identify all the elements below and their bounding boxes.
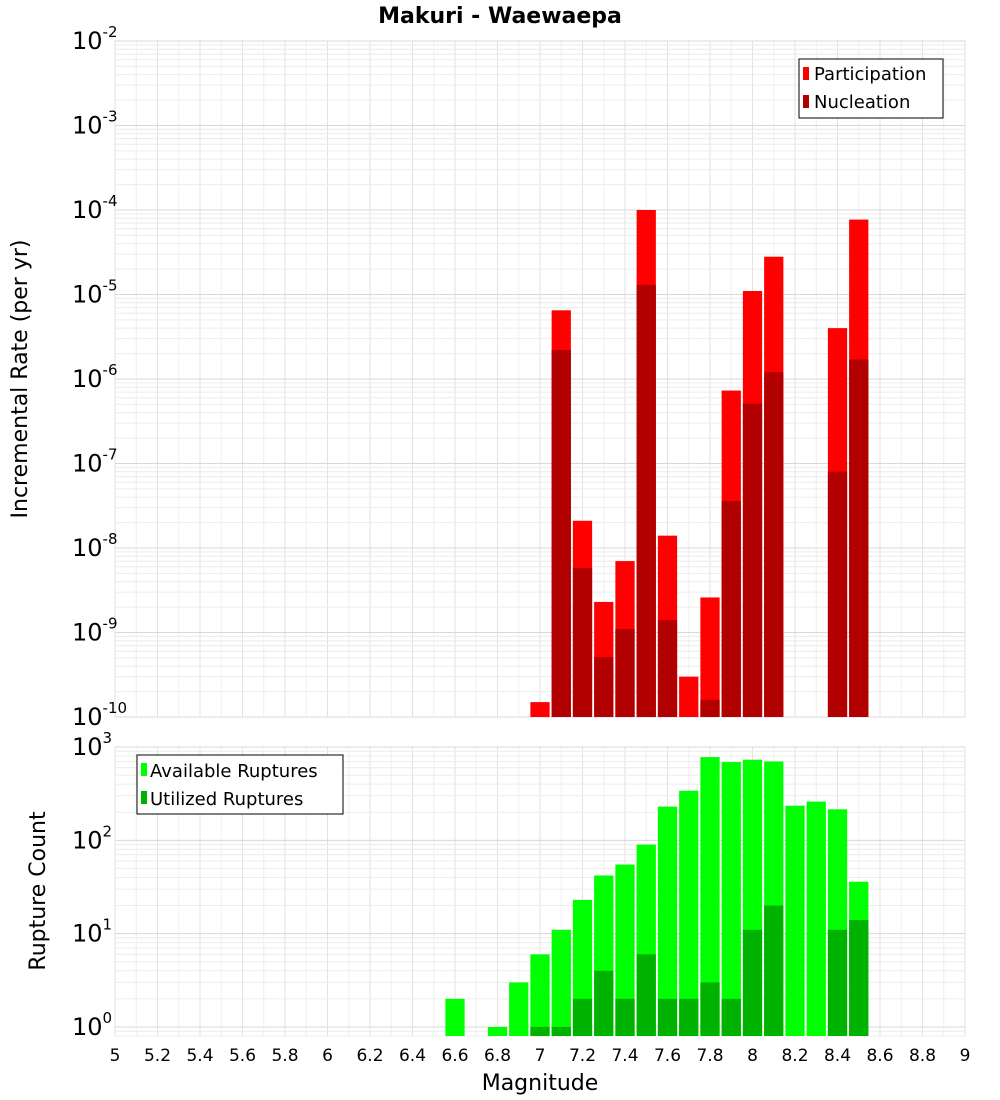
rate-y-tick-label: 10-4 xyxy=(72,192,118,224)
count-y-tick-label: 103 xyxy=(72,729,112,761)
x-tick-label: 9 xyxy=(960,1046,971,1066)
rate-panel-bars xyxy=(530,210,869,717)
x-axis-label: Magnitude xyxy=(482,1071,599,1096)
count-bar-utilized-7.5 xyxy=(636,954,656,1036)
count-legend: Available Ruptures Utilized Ruptures xyxy=(136,754,344,815)
chart-title: Makuri - Waewaepa xyxy=(378,4,622,29)
x-tick-label: 6.4 xyxy=(399,1046,426,1066)
x-tick-label: 8.6 xyxy=(866,1046,893,1066)
rate-y-tick-label: 10-8 xyxy=(72,530,118,562)
rate-bar-nucleation-7.6 xyxy=(657,620,678,717)
x-tick-label: 6 xyxy=(322,1046,333,1066)
count-bar-utilized-7.2 xyxy=(572,998,593,1036)
count-y-tick-label: 101 xyxy=(72,916,112,948)
x-tick-label: 8.8 xyxy=(909,1046,936,1066)
x-tick-label: 6.2 xyxy=(356,1046,383,1066)
count-y-tick-label: 102 xyxy=(72,822,112,854)
count-bar-utilized-8.0 xyxy=(742,929,763,1036)
x-tick-label: 8.2 xyxy=(781,1046,808,1066)
count-bar-utilized-7.3 xyxy=(594,970,614,1036)
count-bar-utilized-7.0 xyxy=(530,1026,550,1036)
rate-bar-participation-7.7 xyxy=(679,676,699,717)
x-tick-label: 8.4 xyxy=(824,1046,851,1066)
legend-label-nucleation: Nucleation xyxy=(814,92,910,113)
legend-swatch-utilized xyxy=(141,791,147,804)
count-y-tick-label: 100 xyxy=(72,1009,112,1041)
x-tick-label: 5 xyxy=(110,1046,121,1066)
count-bar-utilized-7.7 xyxy=(679,998,699,1036)
rate-bar-nucleation-7.1 xyxy=(551,350,571,717)
count-panel-y-ticks: 100 101 102 103 xyxy=(72,729,112,1041)
x-tick-label: 5.8 xyxy=(271,1046,298,1066)
legend-swatch-participation xyxy=(803,67,809,80)
count-y-axis-label: Rupture Count xyxy=(26,811,51,971)
rate-y-tick-label: 10-9 xyxy=(72,615,118,647)
x-tick-label: 5.4 xyxy=(186,1046,213,1066)
rate-bar-nucleation-8.5 xyxy=(849,359,869,717)
x-tick-label: 6.8 xyxy=(484,1046,511,1066)
rate-bar-nucleation-7.4 xyxy=(615,629,635,717)
rate-panel: 10-10 10-9 10-8 10-7 10-6 10-5 10-4 10-3 10-2 In… xyxy=(8,23,966,731)
count-bar-available-8.3 xyxy=(806,801,826,1036)
count-bar-available-7.6 xyxy=(657,806,678,1036)
rate-y-tick-label: 10-7 xyxy=(72,446,118,478)
rate-bar-participation-7.8 xyxy=(700,597,720,717)
rate-bar-nucleation-7.3 xyxy=(594,657,614,717)
x-tick-label: 7 xyxy=(535,1046,546,1066)
rate-panel-y-ticks: 10-10 10-9 10-8 10-7 10-6 10-5 10-4 10-3 10-2 xyxy=(72,23,127,731)
count-bar-utilized-7.1 xyxy=(551,1026,571,1036)
rate-y-tick-label: 10-10 xyxy=(72,699,127,731)
rate-bar-nucleation-8.0 xyxy=(742,403,763,717)
count-bar-available-6.8 xyxy=(487,1026,508,1036)
rate-bar-nucleation-7.9 xyxy=(721,500,741,717)
legend-swatch-nucleation xyxy=(803,95,809,108)
count-bar-available-7.1 xyxy=(551,929,571,1036)
count-bar-utilized-7.9 xyxy=(721,998,741,1036)
legend-label-participation: Participation xyxy=(814,64,926,85)
count-bar-available-7.7 xyxy=(679,790,699,1036)
count-bar-available-7.8 xyxy=(700,757,720,1036)
x-axis-ticks: 5 5.2 5.4 5.6 5.8 6 6.2 6.4 6.6 6.8 7 7.2 7.4 7.6 7.8 8… xyxy=(110,1046,971,1066)
count-panel: 100 101 102 103 Rupture Count Available Rup… xyxy=(26,729,966,1041)
count-bar-utilized-7.4 xyxy=(615,998,635,1036)
x-tick-label: 6.6 xyxy=(441,1046,468,1066)
rate-bar-nucleation-8.1 xyxy=(764,372,784,717)
rate-bar-nucleation-7.5 xyxy=(636,284,656,717)
count-bar-available-6.6 xyxy=(445,998,465,1036)
count-bar-available-7.9 xyxy=(721,762,741,1036)
count-bar-utilized-8.5 xyxy=(849,920,869,1036)
x-tick-label: 5.6 xyxy=(229,1046,256,1066)
x-tick-label: 5.2 xyxy=(144,1046,171,1066)
rate-legend: Participation Nucleation xyxy=(798,58,944,119)
count-bar-available-7.4 xyxy=(615,864,635,1036)
count-bar-utilized-7.8 xyxy=(700,982,720,1036)
count-panel-bars xyxy=(445,757,869,1036)
rate-y-tick-label: 10-3 xyxy=(72,108,118,140)
legend-label-available: Available Ruptures xyxy=(150,761,318,782)
count-bar-available-7.0 xyxy=(530,954,550,1036)
rate-y-axis-label: Incremental Rate (per yr) xyxy=(8,240,33,519)
x-tick-label: 7.4 xyxy=(611,1046,638,1066)
legend-label-utilized: Utilized Ruptures xyxy=(150,789,303,810)
x-tick-label: 7.6 xyxy=(654,1046,681,1066)
rate-bar-nucleation-7.8 xyxy=(700,699,720,717)
count-bar-utilized-7.6 xyxy=(657,998,678,1036)
rate-bar-nucleation-7.2 xyxy=(572,567,593,717)
rate-bar-participation-7.0 xyxy=(530,702,550,717)
x-tick-label: 8 xyxy=(747,1046,758,1066)
count-bar-utilized-8.1 xyxy=(764,905,784,1036)
rate-y-tick-label: 10-2 xyxy=(72,23,118,55)
rate-bar-nucleation-8.4 xyxy=(827,471,848,717)
count-bar-available-6.9 xyxy=(509,982,529,1036)
x-tick-label: 7.2 xyxy=(569,1046,596,1066)
x-tick-label: 7.8 xyxy=(696,1046,723,1066)
rate-y-tick-label: 10-5 xyxy=(72,277,118,309)
rate-y-tick-label: 10-6 xyxy=(72,361,118,393)
count-bar-utilized-8.4 xyxy=(827,929,848,1036)
legend-swatch-available xyxy=(141,763,147,776)
count-bar-available-8.2 xyxy=(785,805,805,1036)
